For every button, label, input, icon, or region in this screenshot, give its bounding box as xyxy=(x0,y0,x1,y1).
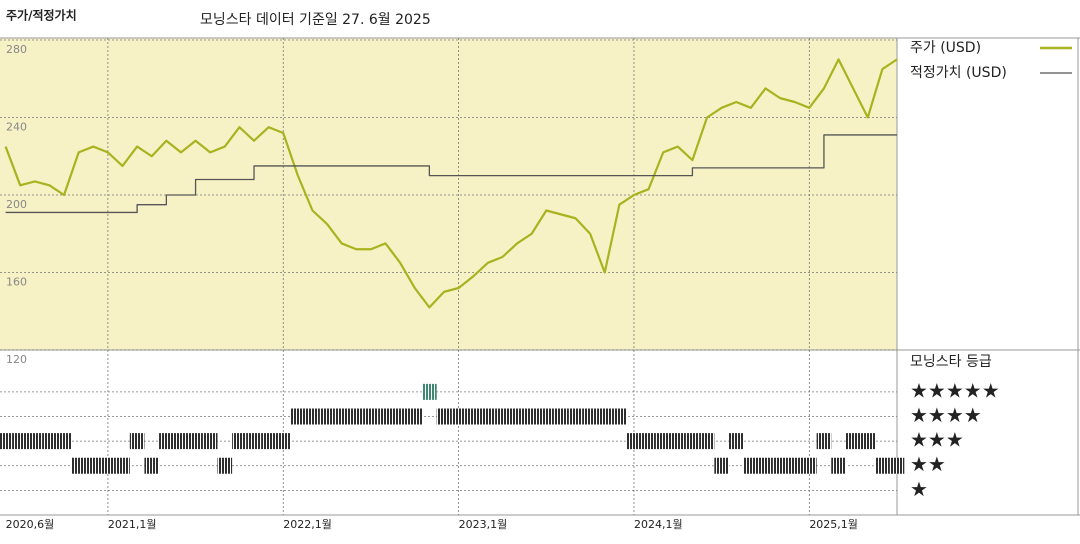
rating-bar xyxy=(56,433,72,450)
rating-bar xyxy=(173,433,189,450)
rating-bar xyxy=(802,457,817,474)
rating-bar xyxy=(743,457,759,474)
rating-bar xyxy=(845,433,861,450)
rating-bar xyxy=(436,408,452,425)
rating-label: ★★★ xyxy=(910,428,964,452)
rating-bar xyxy=(202,433,218,450)
rating-bar xyxy=(334,408,350,425)
y-tick-label: 120 xyxy=(6,353,27,366)
rating-bar xyxy=(363,408,379,425)
rating-bar xyxy=(261,433,276,450)
rating-bar xyxy=(524,408,539,425)
rating-bar xyxy=(889,457,905,474)
series-line xyxy=(5,134,897,214)
rating-bar xyxy=(685,433,700,450)
rating-bar xyxy=(728,433,744,450)
rating-bar xyxy=(349,408,364,425)
rating-bar xyxy=(553,408,569,425)
rating-bar xyxy=(626,433,642,450)
rating-bar xyxy=(85,457,101,474)
x-tick-label: 2024,1월 xyxy=(634,518,683,531)
x-tick-label: 2023,1월 xyxy=(459,518,508,531)
rating-bar xyxy=(159,433,174,450)
rating-bar xyxy=(860,433,876,450)
rating-bar xyxy=(495,408,510,425)
rating-bar xyxy=(246,433,262,450)
rating-bar xyxy=(758,457,773,474)
rating-bar xyxy=(378,408,393,425)
rating-bar xyxy=(655,433,671,450)
rating-bar xyxy=(100,457,116,474)
price-panel xyxy=(0,38,897,350)
rating-bar xyxy=(144,457,160,474)
chart-subtitle: 모닝스타 데이터 기준일 27. 6월 2025 xyxy=(200,12,431,28)
rating-bar xyxy=(816,433,832,450)
rating-bar xyxy=(232,433,247,450)
rating-bar xyxy=(290,408,306,425)
rating-bar xyxy=(612,408,627,425)
rating-bar xyxy=(509,408,525,425)
y-tick-label: 240 xyxy=(6,121,27,134)
rating-bar xyxy=(217,457,233,474)
rating-bar xyxy=(480,408,496,425)
x-tick-label: 2025,1월 xyxy=(809,518,858,531)
rating-label: ★★★★★ xyxy=(910,378,1000,402)
rating-label: ★★ xyxy=(910,452,946,476)
rating-bar xyxy=(699,433,715,450)
rating-bar xyxy=(670,433,686,450)
rating-bar xyxy=(597,408,613,425)
rating-bar xyxy=(0,433,13,450)
x-tick-label: 2021,1월 xyxy=(108,518,157,531)
rating-label: ★★★★ xyxy=(910,403,982,427)
rating-bar xyxy=(319,408,335,425)
rating-bar xyxy=(392,408,408,425)
rating-bar xyxy=(129,433,145,450)
rating-bar xyxy=(714,457,729,474)
rating-bar xyxy=(42,433,57,450)
rating-bar xyxy=(875,457,890,474)
rating-bar xyxy=(27,433,43,450)
rating-bar xyxy=(188,433,203,450)
rating-label: ★ xyxy=(910,477,928,501)
rating-bar xyxy=(772,457,788,474)
rating-bar xyxy=(538,408,554,425)
rating-bar xyxy=(422,383,437,400)
rating-bar xyxy=(451,408,466,425)
y-tick-label: 200 xyxy=(6,198,27,211)
legend-label: 적정가치 (USD) xyxy=(910,65,1007,81)
rating-bar xyxy=(582,408,598,425)
rating-bar xyxy=(568,408,583,425)
x-tick-label: 2022,1월 xyxy=(283,518,332,531)
rating-bar xyxy=(275,433,291,450)
y-tick-label: 160 xyxy=(6,276,27,289)
y-tick-label: 280 xyxy=(6,43,27,56)
rating-title: 모닝스타 등급 xyxy=(910,354,992,370)
rating-bar xyxy=(465,408,481,425)
rating-bar xyxy=(407,408,423,425)
series-line xyxy=(4,58,898,309)
rating-bar xyxy=(115,457,130,474)
x-tick-label: 2020,6월 xyxy=(6,518,55,531)
rating-bar xyxy=(787,457,803,474)
rating-bar xyxy=(641,433,656,450)
rating-bar xyxy=(831,457,846,474)
rating-bar xyxy=(71,457,86,474)
chart-title: 주가/적정가치 xyxy=(6,8,77,23)
legend-label: 주가 (USD) xyxy=(910,40,981,56)
rating-bar xyxy=(305,408,320,425)
rating-bar xyxy=(12,433,28,450)
